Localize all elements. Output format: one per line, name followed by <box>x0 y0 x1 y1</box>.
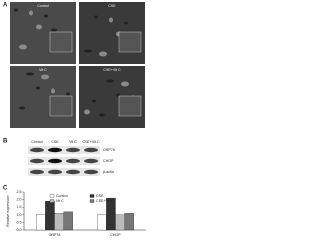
band <box>48 147 62 153</box>
panel-label: B <box>3 139 8 145</box>
legend-swatch <box>89 194 95 198</box>
organelle <box>14 8 18 12</box>
blot-strip <box>28 168 100 176</box>
panel-label: A <box>3 3 8 9</box>
organelle <box>94 15 98 19</box>
inset <box>49 95 73 117</box>
band <box>84 158 98 164</box>
organelle <box>51 88 55 94</box>
y-tick-label: 2.0 <box>17 198 22 202</box>
y-tick-label: 0.0 <box>17 228 22 232</box>
organelle <box>44 14 48 18</box>
figure: A B C Control CSE Vit C CSE+Vit C Control CSE… <box>3 2 146 237</box>
organelle <box>36 86 40 90</box>
legend-label: Control <box>56 194 68 198</box>
micrograph-label: Vit C <box>39 68 47 72</box>
organelle <box>19 44 27 50</box>
row-label: β-actin <box>103 170 114 174</box>
bar <box>45 200 55 231</box>
row-label: CHOP <box>103 159 114 163</box>
y-tick-label: 2.5 <box>17 190 22 194</box>
blot-strip <box>28 146 100 154</box>
bar <box>36 214 46 231</box>
organelle <box>92 99 96 103</box>
organelle <box>26 72 34 76</box>
organelle <box>116 93 120 97</box>
organelle <box>19 106 25 110</box>
organelle <box>51 28 57 32</box>
bar <box>115 214 125 231</box>
organelle <box>99 113 105 117</box>
y-tick-label: 0.5 <box>17 220 22 224</box>
band <box>30 169 44 175</box>
legend-label: Vit C <box>56 199 64 203</box>
organelle <box>84 109 90 115</box>
legend-label: CSE <box>96 194 104 198</box>
band <box>66 147 80 153</box>
lane-label: Control <box>31 140 43 144</box>
panel-label: C <box>3 186 8 192</box>
band <box>66 158 80 164</box>
lane-label: Vit C <box>69 140 77 144</box>
micrograph-label: CSE <box>108 4 116 8</box>
organelle <box>66 92 70 96</box>
band <box>48 158 62 164</box>
legend-swatch <box>89 199 95 203</box>
bar <box>124 213 134 231</box>
bar <box>97 214 107 231</box>
y-tick-label: 1.0 <box>17 213 22 217</box>
inset <box>118 95 142 117</box>
y-tick-label: 1.5 <box>17 205 22 209</box>
band <box>84 147 98 153</box>
organelle <box>121 81 129 87</box>
organelle <box>84 49 92 53</box>
organelle <box>99 51 107 57</box>
lane-label: CSE <box>51 140 59 144</box>
bar <box>106 197 116 231</box>
band <box>48 169 62 175</box>
organelle <box>106 79 114 83</box>
band <box>30 158 44 164</box>
inset <box>49 31 73 53</box>
blot-strip <box>28 157 100 165</box>
micrograph-label: Control <box>37 4 49 8</box>
inset <box>118 31 142 53</box>
lane-label: CSE+Vit C <box>82 140 100 144</box>
x-tick-label: GRP78 <box>49 233 61 237</box>
band <box>66 169 80 175</box>
band <box>84 169 98 175</box>
organelle <box>36 24 42 30</box>
organelle <box>29 10 33 16</box>
micrograph-label: CSE+Vit C <box>103 68 121 72</box>
y-axis-label: Relative expression <box>6 195 10 226</box>
bar <box>54 213 64 231</box>
organelle <box>109 17 113 23</box>
band <box>30 147 44 153</box>
bar <box>63 211 73 231</box>
row-label: GRP78 <box>103 148 115 152</box>
legend-swatch <box>49 199 55 203</box>
x-tick-label: CHOP <box>110 233 121 237</box>
organelle <box>41 74 49 80</box>
legend-label: CSE+Vit C <box>96 199 114 203</box>
legend-swatch <box>49 194 55 198</box>
organelle <box>124 21 128 25</box>
